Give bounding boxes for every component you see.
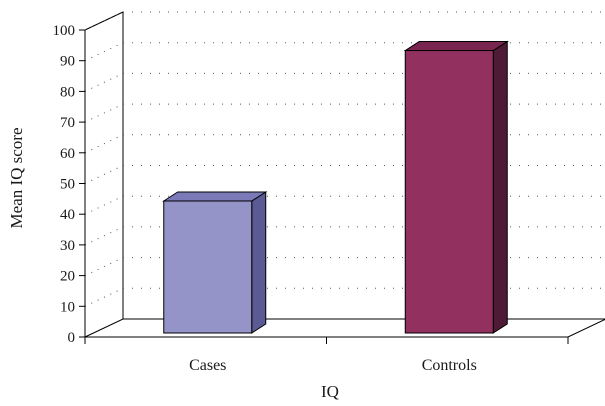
chart-walls — [84, 11, 605, 338]
bar-top-cases — [162, 191, 268, 202]
bar-controls — [403, 40, 509, 334]
bar-top-controls — [403, 41, 509, 52]
bar-side-controls — [492, 40, 508, 334]
y-tick-label-10: 10 — [60, 299, 75, 315]
gridline-side-60 — [84, 134, 124, 154]
x-axis-title: IQ — [321, 382, 339, 401]
gridline-side-90 — [84, 42, 124, 62]
y-tick-label-40: 40 — [60, 207, 75, 223]
gridline-side-70 — [84, 103, 124, 123]
y-tick-labels: 0 10 20 30 40 50 60 70 80 90 100 — [53, 23, 76, 346]
y-tick-label-50: 50 — [60, 177, 75, 193]
y-tick-label-70: 70 — [60, 115, 75, 131]
bar-front-controls — [404, 50, 494, 334]
y-tick-label-90: 90 — [60, 54, 75, 70]
gridline-side-10 — [84, 287, 124, 307]
gridline-side-30 — [84, 226, 124, 246]
axes — [79, 29, 569, 344]
y-tick-label-0: 0 — [68, 330, 76, 346]
bar-cases — [162, 191, 268, 334]
gridline-side-80 — [84, 72, 124, 92]
y-tick-label-20: 20 — [60, 269, 75, 285]
y-axis-title: Mean IQ score — [7, 127, 26, 228]
gridlines — [84, 11, 605, 307]
y-tick-label-80: 80 — [60, 84, 75, 100]
bars — [162, 40, 509, 334]
x-tick-label-cases: Cases — [189, 357, 226, 374]
y-tick-label-60: 60 — [60, 146, 75, 162]
bar-side-cases — [251, 191, 267, 334]
y-tick-label-30: 30 — [60, 238, 75, 254]
bar-front-cases — [163, 200, 253, 334]
x-tick-label-controls: Controls — [422, 357, 477, 374]
x-category-labels: Cases Controls — [189, 357, 477, 374]
gridline-side-50 — [84, 165, 124, 184]
gridline-side-40 — [84, 195, 124, 215]
floor — [84, 318, 605, 338]
y-tick-label-100: 100 — [53, 23, 76, 39]
gridline-side-100 — [84, 11, 124, 31]
gridline-side-20 — [84, 257, 124, 277]
